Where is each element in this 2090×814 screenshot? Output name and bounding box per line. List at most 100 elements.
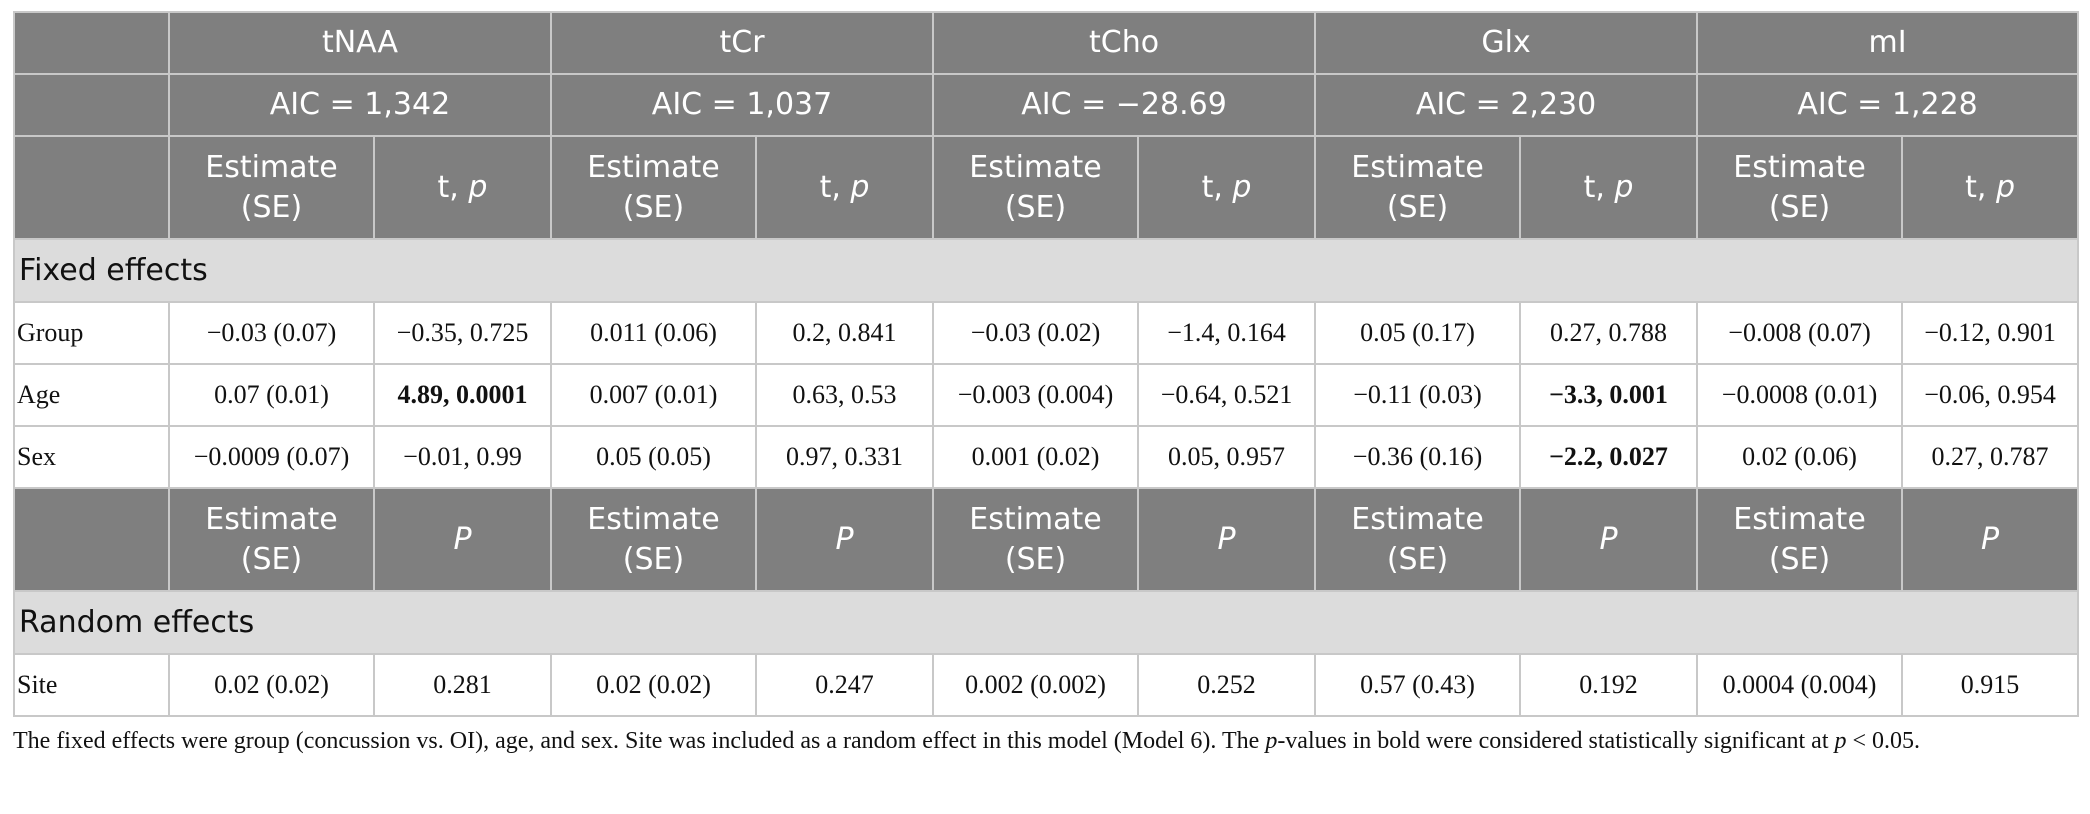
stat-cell: −0.12, 0.901 xyxy=(1901,301,2080,365)
stat-cell: −3.3, 0.001 xyxy=(1519,363,1699,427)
header-t-label: t, xyxy=(437,169,469,205)
header-estimate-label: Estimate xyxy=(1351,501,1484,537)
stat-cell: 0.252 xyxy=(1137,653,1317,717)
fixed-effects-section-row: Fixed effects xyxy=(12,238,2080,303)
estimate-cell: −0.0009 (0.07) xyxy=(168,425,375,489)
fixed-effects-title: Fixed effects xyxy=(12,238,2080,303)
header-se-label: (SE) xyxy=(1004,541,1067,577)
table-footnote: The fixed effects were group (concussion… xyxy=(13,724,2077,758)
random-effects-section-row: Random effects xyxy=(12,590,2080,655)
header-estimate-se: Estimate (SE) xyxy=(168,135,375,240)
footnote-p-italic: p xyxy=(1265,728,1278,754)
header-metabolite-row: tNAA tCr tCho Glx mI xyxy=(13,11,2080,75)
stat-cell: 0.192 xyxy=(1519,653,1699,717)
estimate-cell: 0.0004 (0.004) xyxy=(1696,653,1904,717)
stat-cell: −0.01, 0.99 xyxy=(373,425,552,489)
header-t-p: t, p xyxy=(1137,135,1317,240)
header-estimate-label: Estimate xyxy=(205,149,338,185)
header-t-p: t, p xyxy=(754,135,935,240)
corner-cell xyxy=(13,11,170,75)
header-metabolite: tNAA xyxy=(168,11,552,75)
header-p: P xyxy=(1901,487,2080,592)
table-row: Site 0.02 (0.02) 0.281 0.02 (0.02) 0.247 0.00… xyxy=(13,653,2080,717)
header-se-label: (SE) xyxy=(622,189,685,225)
stat-cell: −2.2, 0.027 xyxy=(1519,425,1699,489)
header-estimate-label: Estimate xyxy=(969,501,1102,537)
stat-cell: −0.64, 0.521 xyxy=(1137,363,1317,427)
header-estimate-label: Estimate xyxy=(1351,149,1484,185)
random-effects-title: Random effects xyxy=(12,590,2080,655)
stat-cell: 0.247 xyxy=(754,653,935,717)
header-estimate-label: Estimate xyxy=(587,149,720,185)
header-aic: AIC = 1,228 xyxy=(1696,73,2080,137)
estimate-cell: 0.02 (0.06) xyxy=(1696,425,1904,489)
header-estimate-se: Estimate (SE) xyxy=(1314,487,1522,592)
stat-cell: 0.2, 0.841 xyxy=(754,301,935,365)
header-aic: AIC = 1,342 xyxy=(168,73,552,137)
header-t-label: t, xyxy=(1583,169,1615,205)
header-t-p: t, p xyxy=(373,135,552,240)
header-estimate-se: Estimate (SE) xyxy=(932,135,1140,240)
header-metabolite: tCr xyxy=(549,11,935,75)
estimate-cell: 0.007 (0.01) xyxy=(550,363,757,427)
stat-cell: 0.27, 0.788 xyxy=(1519,301,1699,365)
estimate-cell: 0.02 (0.02) xyxy=(550,653,757,717)
header-estimate-label: Estimate xyxy=(587,501,720,537)
mixed-model-table: tNAA tCr tCho Glx mI AIC = 1,342 AIC = 1… xyxy=(12,11,2080,717)
header-p: P xyxy=(373,487,552,592)
header-estimate-label: Estimate xyxy=(1733,149,1866,185)
estimate-cell: −0.03 (0.07) xyxy=(168,301,375,365)
estimate-cell: −0.11 (0.03) xyxy=(1314,363,1522,427)
header-p-label: p xyxy=(850,169,870,205)
stat-cell: 0.915 xyxy=(1901,653,2080,717)
stat-cell: 0.27, 0.787 xyxy=(1901,425,2080,489)
header-se-label: (SE) xyxy=(1386,541,1449,577)
footnote-p-italic: p xyxy=(1834,728,1847,754)
header-estimate-se: Estimate (SE) xyxy=(932,487,1140,592)
corner-cell xyxy=(13,135,170,240)
row-label: Site xyxy=(13,653,170,717)
header-t-p: t, p xyxy=(1519,135,1699,240)
estimate-cell: −0.36 (0.16) xyxy=(1314,425,1522,489)
stat-cell: −0.06, 0.954 xyxy=(1901,363,2080,427)
row-label: Sex xyxy=(13,425,170,489)
header-se-label: (SE) xyxy=(240,189,303,225)
table-row: Group −0.03 (0.07) −0.35, 0.725 0.011 (0.06… xyxy=(13,301,2080,365)
row-label: Age xyxy=(13,363,170,427)
header-aic-row: AIC = 1,342 AIC = 1,037 AIC = −28.69 AIC… xyxy=(13,73,2080,137)
estimate-cell: −0.0008 (0.01) xyxy=(1696,363,1904,427)
results-table-container: tNAA tCr tCho Glx mI AIC = 1,342 AIC = 1… xyxy=(12,11,2080,717)
estimate-cell: 0.57 (0.43) xyxy=(1314,653,1522,717)
header-aic: AIC = −28.69 xyxy=(932,73,1317,137)
estimate-cell: −0.008 (0.07) xyxy=(1696,301,1904,365)
header-estimate-label: Estimate xyxy=(969,149,1102,185)
footnote-text-1: The fixed effects were group (concussion… xyxy=(13,728,1266,754)
estimate-cell: 0.05 (0.17) xyxy=(1314,301,1522,365)
header-estimate-se: Estimate (SE) xyxy=(168,487,375,592)
header-metabolite: mI xyxy=(1696,11,2080,75)
header-estimate-se: Estimate (SE) xyxy=(1696,135,1904,240)
header-estimate-label: Estimate xyxy=(205,501,338,537)
header-aic: AIC = 1,037 xyxy=(549,73,935,137)
header-estimate-se: Estimate (SE) xyxy=(1314,135,1522,240)
header-t-p: t, p xyxy=(1901,135,2080,240)
header-p: P xyxy=(754,487,935,592)
header-p: P xyxy=(1137,487,1317,592)
header-random-subcolumns-row: Estimate (SE) P Estimate (SE) P Estimate (SE) P E… xyxy=(13,487,2080,592)
table-row: Age 0.07 (0.01) 4.89, 0.0001 0.007 (0.01) 0.… xyxy=(13,363,2080,427)
estimate-cell: −0.003 (0.004) xyxy=(932,363,1140,427)
corner-cell xyxy=(13,73,170,137)
header-aic: AIC = 2,230 xyxy=(1314,73,1699,137)
header-metabolite: Glx xyxy=(1314,11,1699,75)
footnote-text-3: < 0.05. xyxy=(1846,728,1921,754)
header-p-label: p xyxy=(468,169,488,205)
header-se-label: (SE) xyxy=(1386,189,1449,225)
header-p-label: p xyxy=(1995,169,2015,205)
row-label: Group xyxy=(13,301,170,365)
stat-cell: 0.05, 0.957 xyxy=(1137,425,1317,489)
header-estimate-se: Estimate (SE) xyxy=(550,135,757,240)
corner-cell xyxy=(13,487,170,592)
header-p: P xyxy=(1519,487,1699,592)
stat-cell: −1.4, 0.164 xyxy=(1137,301,1317,365)
header-t-label: t, xyxy=(819,169,851,205)
